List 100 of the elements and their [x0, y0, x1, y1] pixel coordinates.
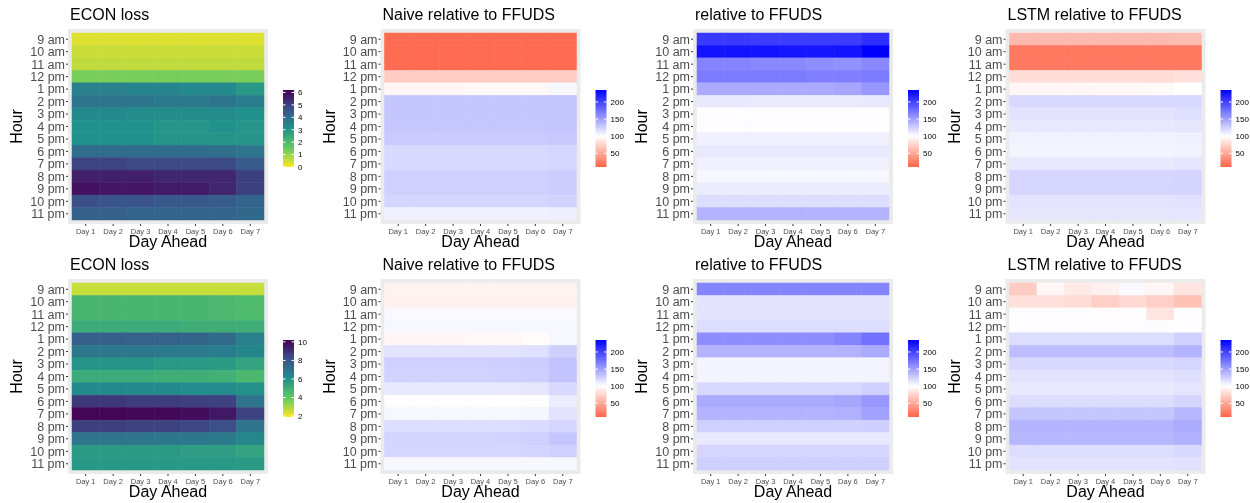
y-tick-label: 11 am — [968, 307, 1003, 322]
y-tick-label: 8 pm — [974, 169, 1003, 184]
y-axis-title: Hour — [633, 358, 650, 394]
y-tick-label: 12 pm — [30, 70, 65, 85]
y-tick-label: 9 pm — [349, 432, 378, 447]
y-tick-label: 11 am — [343, 57, 378, 72]
y-tick-label: 10 am — [967, 295, 1003, 310]
color-bar-label: 1 — [298, 150, 303, 160]
y-tick-label: 11 am — [968, 57, 1003, 72]
y-tick-label: 10 am — [342, 45, 378, 60]
y-tick-label: 12 pm — [655, 70, 690, 85]
y-tick-label: 5 pm — [349, 132, 378, 147]
y-tick-label: 2 pm — [349, 94, 378, 109]
y-tick-label: 8 pm — [349, 419, 378, 434]
chart-title: relative to FFUDS — [695, 6, 823, 23]
color-bar-label: 50 — [1235, 399, 1245, 409]
y-tick-label: 6 pm — [974, 394, 1003, 409]
y-tick-label: 9 am — [662, 32, 690, 47]
color-bar-label: 200 — [1235, 347, 1250, 357]
y-tick-label: 3 pm — [349, 357, 378, 372]
y-tick-label: 7 pm — [349, 157, 378, 172]
color-bar-label: 200 — [610, 347, 625, 357]
color-bar-label: 150 — [1235, 114, 1250, 124]
color-bar-label: 50 — [923, 399, 933, 409]
y-tick-label: 11 pm — [343, 457, 378, 472]
y-tick-label: 4 pm — [349, 369, 378, 384]
y-axis-title: Hour — [320, 108, 338, 144]
color-bar-label: 8 — [298, 356, 303, 366]
color-bar-label: 2 — [298, 137, 303, 147]
y-tick-label: 9 am — [974, 282, 1003, 297]
y-tick-label: 6 pm — [974, 144, 1003, 159]
color-bar-label: 150 — [610, 114, 625, 124]
y-tick-label: 9 am — [662, 282, 690, 297]
y-tick-label: 9 am — [37, 282, 65, 297]
y-tick-label: 12 pm — [655, 320, 690, 335]
color-bar-label: 100 — [1235, 132, 1250, 141]
y-tick-label: 1 pm — [974, 82, 1003, 97]
color-bar-label: 100 — [923, 132, 937, 141]
y-tick-label: 9 pm — [349, 182, 378, 197]
y-tick-label: 11 am — [31, 57, 65, 72]
color-bar-label: 0 — [298, 162, 303, 172]
color-bar-label: 3 — [298, 125, 303, 135]
y-tick-label: 11 am — [656, 57, 690, 72]
y-tick-label: 1 pm — [349, 332, 378, 347]
y-tick-label: 10 pm — [967, 194, 1003, 209]
y-tick-label: 5 pm — [349, 382, 378, 397]
y-tick-label: 5 pm — [974, 132, 1003, 147]
chart-title: relative to FFUDS — [695, 256, 823, 273]
y-tick-label: 10 pm — [967, 444, 1003, 459]
y-tick-label: 8 pm — [349, 169, 378, 184]
y-tick-label: 3 pm — [349, 107, 378, 122]
color-bar-label: 4 — [298, 393, 303, 403]
y-tick-label: 11 pm — [968, 207, 1003, 222]
y-tick-label: 12 pm — [342, 320, 378, 335]
color-bar-label: 4 — [298, 113, 303, 123]
y-tick-label: 11 pm — [343, 207, 378, 222]
y-tick-label: 4 pm — [974, 369, 1003, 384]
y-axis-title: Hour — [945, 358, 963, 394]
y-tick-label: 2 pm — [349, 344, 378, 359]
chart-title: ECON loss — [70, 6, 150, 23]
y-axis-title: Hour — [945, 108, 963, 144]
y-tick-label: 10 am — [655, 45, 690, 60]
y-tick-label: 7 pm — [974, 157, 1003, 172]
y-tick-label: 3 pm — [974, 107, 1003, 122]
y-tick-label: 11 am — [343, 307, 378, 322]
y-tick-label: 9 pm — [974, 182, 1003, 197]
y-tick-label: 9 pm — [974, 432, 1003, 447]
y-tick-label: 11 am — [656, 307, 690, 322]
y-tick-label: 9 am — [974, 32, 1003, 47]
y-axis-title: Hour — [633, 108, 650, 144]
color-bar-label: 100 — [610, 132, 625, 141]
color-bar-label: 150 — [1235, 364, 1250, 374]
y-tick-label: 8 pm — [974, 419, 1003, 434]
y-tick-label: 4 pm — [349, 119, 378, 134]
color-bar-label: 150 — [610, 364, 625, 374]
y-tick-label: 10 am — [655, 295, 690, 310]
y-tick-label: 9 am — [37, 32, 65, 47]
y-tick-label: 2 pm — [974, 94, 1003, 109]
y-tick-label: 9 am — [349, 282, 378, 297]
color-bar-label: 150 — [923, 364, 937, 374]
color-bar-label: 50 — [923, 149, 933, 159]
y-tick-label: 12 pm — [967, 320, 1003, 335]
color-bar-label: 100 — [1235, 382, 1250, 391]
y-tick-label: 1 pm — [974, 332, 1003, 347]
chart-title: LSTM relative to FFUDS — [1007, 256, 1182, 273]
y-tick-label: 10 pm — [342, 444, 378, 459]
y-tick-label: 3 pm — [974, 357, 1003, 372]
color-bar-label: 200 — [1235, 97, 1250, 107]
y-tick-label: 2 pm — [974, 344, 1003, 359]
color-bar-label: 200 — [923, 347, 937, 357]
y-axis-title: Hour — [320, 358, 338, 394]
y-tick-label: 7 pm — [349, 407, 378, 422]
color-bar-label: 2 — [298, 411, 303, 421]
y-tick-label: 12 pm — [342, 70, 378, 85]
y-tick-label: 6 pm — [349, 394, 378, 409]
color-bar-label: 50 — [610, 149, 620, 159]
y-tick-label: 1 pm — [349, 82, 378, 97]
y-tick-label: 12 pm — [967, 70, 1003, 85]
y-tick-label: 5 pm — [974, 382, 1003, 397]
color-bar-label: 150 — [923, 114, 937, 124]
